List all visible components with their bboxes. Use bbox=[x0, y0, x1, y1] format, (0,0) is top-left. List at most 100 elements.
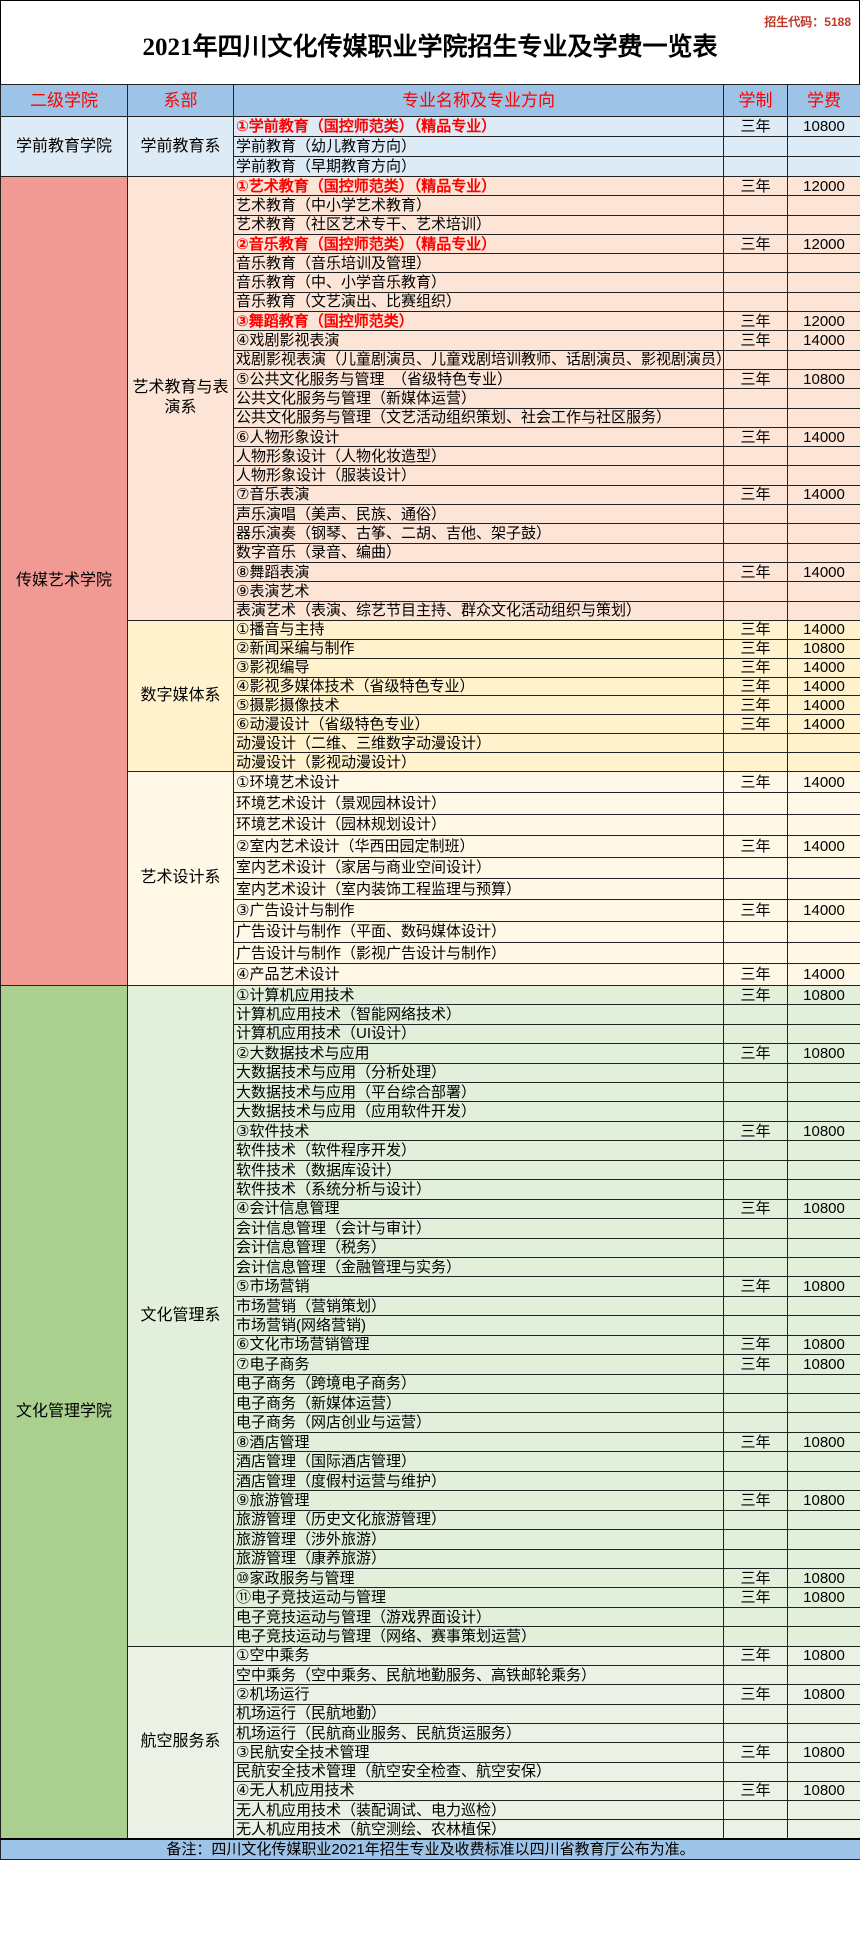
major-years: 三年 bbox=[723, 1334, 788, 1356]
table-row: 机场运行（民航商业服务、民航货运服务） bbox=[1, 1722, 860, 1744]
table-row: 会计信息管理（金融管理与实务） bbox=[1, 1256, 860, 1278]
major-years: 三年 bbox=[723, 330, 788, 351]
college-cell: 传媒艺术学院 bbox=[0, 176, 128, 986]
major-years bbox=[723, 349, 788, 370]
major-years bbox=[723, 1800, 788, 1821]
major-years: 三年 bbox=[723, 1567, 788, 1589]
dept-cell: 航空服务系 bbox=[127, 1645, 234, 1840]
major-years: 三年 bbox=[723, 835, 788, 858]
major-fee: 10800 bbox=[787, 1780, 860, 1802]
major-years bbox=[723, 1626, 788, 1647]
major-years: 三年 bbox=[723, 233, 788, 255]
major-fee bbox=[787, 349, 860, 370]
major-fee: 14000 bbox=[787, 561, 860, 583]
major-years: 三年 bbox=[723, 638, 788, 659]
major-name: 艺术教育（社区艺术专干、艺术培训） bbox=[233, 214, 724, 235]
major-years: 三年 bbox=[723, 676, 788, 697]
major-years bbox=[723, 1062, 788, 1084]
table-row: 数字媒体系 ①播音与主持 三年 14000 bbox=[1, 619, 860, 772]
major-name: 室内艺术设计（家居与商业空间设计） bbox=[233, 856, 724, 879]
major-fee bbox=[787, 877, 860, 901]
major-fee bbox=[787, 1529, 860, 1550]
major-name: 数字音乐（录音、编曲） bbox=[233, 542, 724, 563]
major-years bbox=[723, 1140, 788, 1161]
major-fee bbox=[787, 214, 860, 235]
major-name: ②音乐教育（国控师范类）（精品专业） bbox=[233, 233, 724, 255]
major-fee: 10800 bbox=[787, 1431, 860, 1453]
table-row: 大数据技术与应用（分析处理） bbox=[1, 1062, 860, 1084]
major-fee bbox=[787, 136, 860, 157]
major-name: ⑤公共文化服务与管理 （省级特色专业） bbox=[233, 368, 724, 390]
major-fee bbox=[787, 156, 860, 177]
major-fee bbox=[787, 1722, 860, 1744]
dept-cell: 文化管理系 bbox=[127, 984, 234, 1647]
major-years: 三年 bbox=[723, 1645, 788, 1667]
major-years bbox=[723, 1256, 788, 1278]
table-row: ⑨旅游管理 三年 10800 bbox=[1, 1490, 860, 1511]
table-row: ⑧舞蹈表演 三年 14000 bbox=[1, 561, 860, 583]
table-row: ⑤市场营销 三年 10800 bbox=[1, 1276, 860, 1297]
major-fee bbox=[787, 1101, 860, 1122]
major-years bbox=[723, 1761, 788, 1782]
major-name: ④影视多媒体技术（省级特色专业） bbox=[233, 676, 724, 697]
table-row: 艺术教育（中小学艺术教育） bbox=[1, 195, 860, 216]
major-years: 三年 bbox=[723, 1120, 788, 1142]
major-fee bbox=[787, 1548, 860, 1569]
major-years bbox=[723, 1665, 788, 1686]
college-cell: 学前教育学院 bbox=[0, 116, 128, 177]
major-years: 三年 bbox=[723, 1431, 788, 1453]
major-fee bbox=[787, 792, 860, 815]
major-name: ③舞蹈教育（国控师范类） bbox=[233, 311, 724, 332]
major-years bbox=[723, 542, 788, 563]
table-row: 人物形象设计（服装设计） bbox=[1, 465, 860, 486]
major-name: ⑥文化市场营销管理 bbox=[233, 1334, 724, 1356]
major-fee bbox=[787, 1004, 860, 1025]
table-row: 人物形象设计（人物化妆造型） bbox=[1, 446, 860, 467]
major-fee bbox=[787, 504, 860, 525]
table-row: 软件技术（软件程序开发） bbox=[1, 1140, 860, 1161]
major-years bbox=[723, 1606, 788, 1628]
table-row: 环境艺术设计（景观园林设计） bbox=[1, 792, 860, 815]
table-header-row: 二级学院 系部 专业名称及专业方向 学制 学费 bbox=[0, 84, 860, 117]
major-years bbox=[723, 214, 788, 235]
major-years bbox=[723, 1470, 788, 1492]
major-fee: 10800 bbox=[787, 1567, 860, 1589]
major-name: 无人机应用技术（装配调试、电力巡检） bbox=[233, 1800, 724, 1821]
table-row: ③软件技术 三年 10800 bbox=[1, 1120, 860, 1142]
major-name: 公共文化服务与管理（文艺活动组织策划、社会工作与社区服务） bbox=[233, 407, 724, 428]
major-years bbox=[723, 792, 788, 815]
major-fee bbox=[787, 1703, 860, 1724]
major-fee: 10800 bbox=[787, 1276, 860, 1297]
table-row: 电子商务（新媒体运营） bbox=[1, 1393, 860, 1414]
major-years bbox=[723, 1101, 788, 1122]
major-name: 环境艺术设计（景观园林设计） bbox=[233, 792, 724, 815]
major-years bbox=[723, 1451, 788, 1472]
major-years bbox=[723, 1082, 788, 1103]
major-years bbox=[723, 581, 788, 602]
major-fee bbox=[787, 1237, 860, 1258]
major-name: 会计信息管理（税务） bbox=[233, 1237, 724, 1258]
table-row: ⑥文化市场营销管理 三年 10800 bbox=[1, 1334, 860, 1356]
major-fee bbox=[787, 733, 860, 754]
table-row: ⑧酒店管理 三年 10800 bbox=[1, 1431, 860, 1453]
major-fee bbox=[787, 542, 860, 563]
major-name: 音乐教育（文艺演出、比赛组织） bbox=[233, 291, 724, 313]
table-row: 文化管理学院 文化管理系 ①计算机应用技术 三年 10800 bbox=[0, 984, 860, 1840]
major-fee bbox=[787, 1626, 860, 1647]
major-fee: 12000 bbox=[787, 311, 860, 332]
table-row: ④产品艺术设计 三年 14000 bbox=[1, 963, 860, 986]
major-fee: 14000 bbox=[787, 484, 860, 506]
major-fee bbox=[787, 1451, 860, 1472]
major-fee bbox=[787, 195, 860, 216]
major-fee: 10800 bbox=[787, 116, 860, 137]
major-years bbox=[723, 1004, 788, 1025]
header-dept: 系部 bbox=[127, 84, 234, 117]
major-fee: 14000 bbox=[787, 695, 860, 716]
major-years: 三年 bbox=[723, 484, 788, 506]
major-years: 三年 bbox=[723, 963, 788, 986]
major-years bbox=[723, 195, 788, 216]
major-name: 计算机应用技术（智能网络技术） bbox=[233, 1004, 724, 1025]
major-years bbox=[723, 1023, 788, 1045]
major-name: 酒店管理（国际酒店管理） bbox=[233, 1451, 724, 1472]
major-name: ②机场运行 bbox=[233, 1684, 724, 1705]
